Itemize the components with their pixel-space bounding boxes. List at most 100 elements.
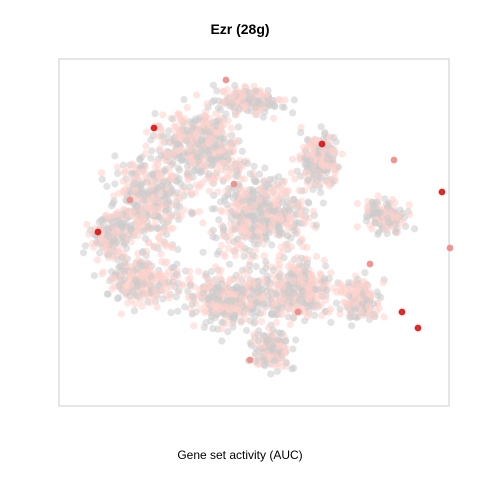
cell-point	[102, 240, 110, 248]
cell-point	[247, 302, 255, 310]
cell-point	[301, 216, 309, 224]
cell-point	[176, 166, 184, 174]
cell-point	[317, 188, 325, 197]
cell-point	[221, 310, 229, 318]
cell-point	[149, 178, 157, 187]
cell-point	[190, 322, 198, 330]
cell-point	[161, 213, 169, 221]
cell-point	[162, 258, 170, 266]
cell-point	[227, 124, 235, 132]
cell-point	[275, 264, 283, 272]
cell-point	[191, 189, 199, 197]
cell-point	[163, 271, 171, 279]
cell-point	[271, 181, 279, 190]
cell-point	[234, 235, 242, 243]
cell-point	[258, 293, 267, 302]
cell-point	[273, 283, 281, 291]
cell-point	[111, 180, 119, 188]
cell-point	[198, 147, 206, 155]
cell-point	[298, 292, 306, 300]
cell-point	[138, 261, 146, 269]
cell-point	[276, 297, 285, 305]
cell-point	[289, 109, 297, 117]
cell-point	[242, 308, 250, 316]
cell-point	[353, 223, 361, 231]
cell-point	[231, 199, 239, 207]
cell-point	[218, 318, 226, 327]
cell-point	[242, 315, 250, 323]
cell-point	[323, 155, 331, 164]
cell-point	[212, 117, 220, 125]
cell-point	[230, 91, 238, 99]
cell-point	[319, 199, 327, 207]
cell-point	[154, 272, 162, 280]
cell-point	[250, 319, 258, 327]
cell-point	[289, 155, 297, 163]
cell-point	[406, 211, 414, 219]
cell-point	[318, 311, 326, 319]
cell-point	[362, 217, 370, 225]
cell-point	[263, 236, 271, 244]
cell-point	[114, 248, 122, 256]
cell-point	[261, 189, 269, 197]
cell-point	[257, 317, 266, 325]
cell-point	[79, 249, 88, 257]
cell-point	[226, 231, 234, 239]
cell-point	[108, 202, 116, 210]
cell-point	[209, 81, 217, 89]
cell-point	[308, 270, 316, 279]
cell-point	[133, 279, 141, 287]
cell-point	[140, 227, 148, 235]
cell-point	[188, 310, 196, 318]
cell-point	[114, 169, 122, 178]
cell-point	[100, 221, 108, 229]
cell-point	[290, 227, 298, 235]
cell-point	[353, 199, 361, 208]
cell-point	[162, 200, 170, 208]
cell-point	[139, 217, 147, 225]
cell-point	[367, 291, 375, 299]
cell-point	[141, 235, 150, 243]
cell-point	[201, 112, 210, 120]
cell-point	[344, 279, 353, 287]
cell-point	[161, 239, 170, 247]
cell-point	[213, 87, 221, 95]
cell-point	[221, 160, 229, 168]
cell-point	[251, 110, 260, 118]
cell-point	[156, 189, 164, 198]
cell-point	[250, 175, 258, 183]
cell-point	[132, 291, 140, 299]
cell-point	[284, 220, 292, 228]
cell-point	[243, 326, 251, 335]
cell-point	[259, 275, 268, 284]
cell-point	[81, 242, 90, 250]
cell-point	[364, 208, 372, 216]
cell-point	[361, 269, 369, 277]
cell-point	[188, 300, 196, 308]
cell-point	[235, 276, 243, 284]
cell-point	[295, 186, 303, 194]
cell-point	[169, 224, 177, 232]
cell-point	[389, 195, 397, 204]
cell-point	[296, 260, 304, 269]
cell-point	[161, 191, 169, 199]
cell-point	[348, 322, 356, 330]
cell-point	[187, 281, 195, 289]
cell-point	[304, 310, 313, 318]
cell-point	[252, 103, 260, 111]
cell-point	[287, 169, 296, 177]
cell-point	[317, 301, 325, 309]
cell-point	[159, 295, 167, 303]
cell-point	[168, 188, 176, 196]
cell-point	[318, 291, 326, 299]
cell-point	[231, 81, 239, 90]
cell-point	[153, 205, 162, 213]
cell-point	[218, 208, 226, 216]
cell-point	[329, 147, 337, 155]
cell-point	[147, 188, 155, 196]
cell-point	[299, 243, 307, 251]
cell-point	[175, 112, 183, 120]
cell-point	[191, 115, 200, 123]
cell-point	[185, 145, 193, 153]
cell-point	[327, 305, 335, 313]
